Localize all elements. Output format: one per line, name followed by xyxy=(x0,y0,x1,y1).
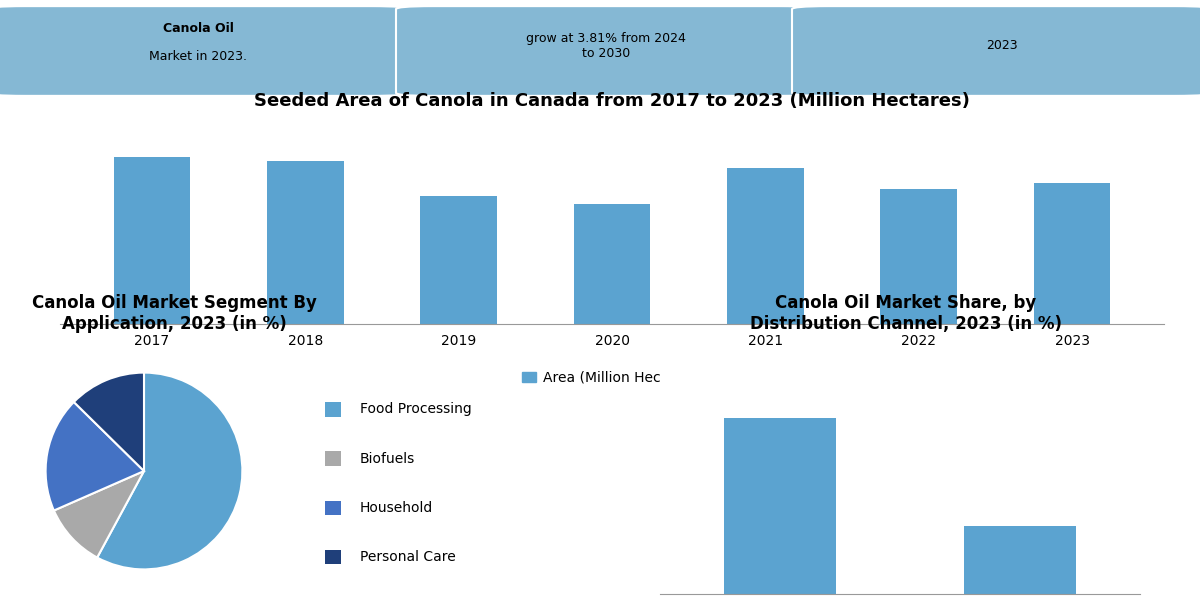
Bar xyxy=(1033,183,1110,324)
Text: Canola Oil Market Segment By
Application, 2023 (in %): Canola Oil Market Segment By Application… xyxy=(31,294,317,333)
Bar xyxy=(325,550,341,565)
Text: Household: Household xyxy=(360,501,433,515)
Wedge shape xyxy=(97,373,242,569)
Text: Biofuels: Biofuels xyxy=(360,452,415,466)
Wedge shape xyxy=(46,402,144,511)
Bar xyxy=(325,500,341,515)
Bar xyxy=(574,204,650,324)
Text: Market in 2023.: Market in 2023. xyxy=(149,50,247,62)
Bar xyxy=(266,161,343,324)
Text: Personal Care: Personal Care xyxy=(360,550,455,564)
Bar xyxy=(420,196,497,324)
FancyBboxPatch shape xyxy=(792,6,1200,96)
Text: grow at 3.81% from 2024
to 2030: grow at 3.81% from 2024 to 2030 xyxy=(526,32,686,60)
FancyBboxPatch shape xyxy=(0,6,408,96)
Text: Food Processing: Food Processing xyxy=(360,403,472,416)
Bar xyxy=(881,189,958,324)
Legend: Area (Million Hectares): Area (Million Hectares) xyxy=(517,365,707,391)
Text: Canola Oil: Canola Oil xyxy=(162,22,234,35)
FancyBboxPatch shape xyxy=(396,6,816,96)
Bar xyxy=(325,402,341,417)
Wedge shape xyxy=(74,373,144,471)
Text: Canola Oil Market Share, by
Distribution Channel, 2023 (in %): Canola Oil Market Share, by Distribution… xyxy=(750,294,1062,333)
Title: Seeded Area of Canola in Canada from 2017 to 2023 (Million Hectares): Seeded Area of Canola in Canada from 201… xyxy=(254,92,970,110)
Wedge shape xyxy=(54,471,144,557)
Bar xyxy=(724,418,836,594)
Bar xyxy=(114,157,191,324)
Bar xyxy=(964,526,1076,594)
Bar xyxy=(727,168,804,324)
Text: 2023: 2023 xyxy=(986,40,1018,52)
Bar xyxy=(325,451,341,466)
